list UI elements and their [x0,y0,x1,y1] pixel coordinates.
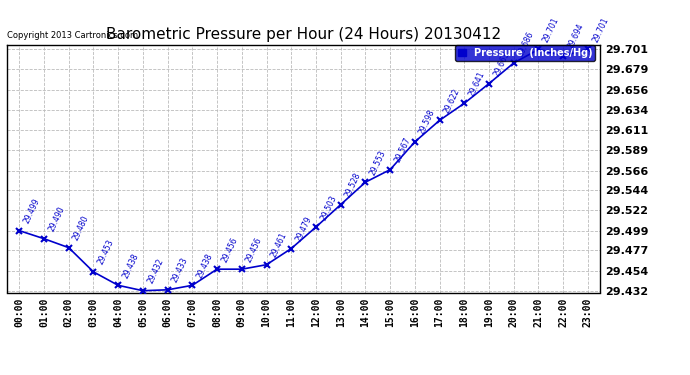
Text: 29.438: 29.438 [121,252,140,280]
Text: 29.490: 29.490 [47,205,66,233]
Text: 29.433: 29.433 [170,256,190,284]
Text: 29.456: 29.456 [220,236,239,264]
Text: 29.503: 29.503 [319,194,338,222]
Text: 29.499: 29.499 [22,197,41,225]
Text: 29.479: 29.479 [294,215,313,243]
Text: 29.461: 29.461 [269,231,288,259]
Text: 29.553: 29.553 [368,149,388,177]
Text: 29.694: 29.694 [566,22,585,50]
Text: 29.641: 29.641 [467,70,486,98]
Text: 29.701: 29.701 [591,16,610,44]
Text: 29.567: 29.567 [393,136,413,164]
Text: 29.432: 29.432 [146,257,165,285]
Text: 29.453: 29.453 [96,238,116,266]
Text: 29.598: 29.598 [417,108,437,136]
Text: 29.438: 29.438 [195,252,215,280]
Title: Barometric Pressure per Hour (24 Hours) 20130412: Barometric Pressure per Hour (24 Hours) … [106,27,501,42]
Text: Copyright 2013 Cartronics.com: Copyright 2013 Cartronics.com [7,31,138,40]
Legend: Pressure  (Inches/Hg): Pressure (Inches/Hg) [455,45,595,61]
Text: 29.528: 29.528 [344,171,363,199]
Text: 29.480: 29.480 [72,214,91,242]
Text: 29.622: 29.622 [442,87,462,115]
Text: 29.686: 29.686 [517,30,536,57]
Text: 29.456: 29.456 [244,236,264,264]
Text: 29.701: 29.701 [541,16,560,44]
Text: 29.663: 29.663 [492,50,511,78]
